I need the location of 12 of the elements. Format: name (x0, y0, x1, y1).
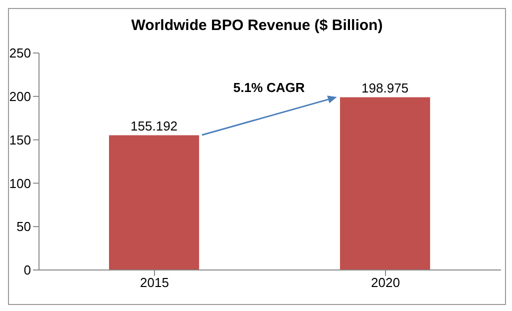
y-tick-label: 100 (9, 176, 31, 191)
annotation: 5.1% CAGR (232, 80, 306, 96)
y-tick-label: 50 (16, 219, 31, 234)
y-tick-label: 200 (9, 89, 31, 104)
y-tick-label: 250 (9, 46, 31, 61)
y-tick-label: 0 (24, 262, 31, 278)
y-tick-label: 150 (9, 132, 31, 148)
x-tick-label: 2015 (140, 275, 169, 290)
data-label: 155.192 (130, 118, 178, 134)
chart-title: Worldwide BPO Revenue ($ Billion) (130, 17, 384, 34)
data-label: 198.975 (362, 80, 409, 96)
x-tick-label: 2020 (371, 275, 400, 290)
